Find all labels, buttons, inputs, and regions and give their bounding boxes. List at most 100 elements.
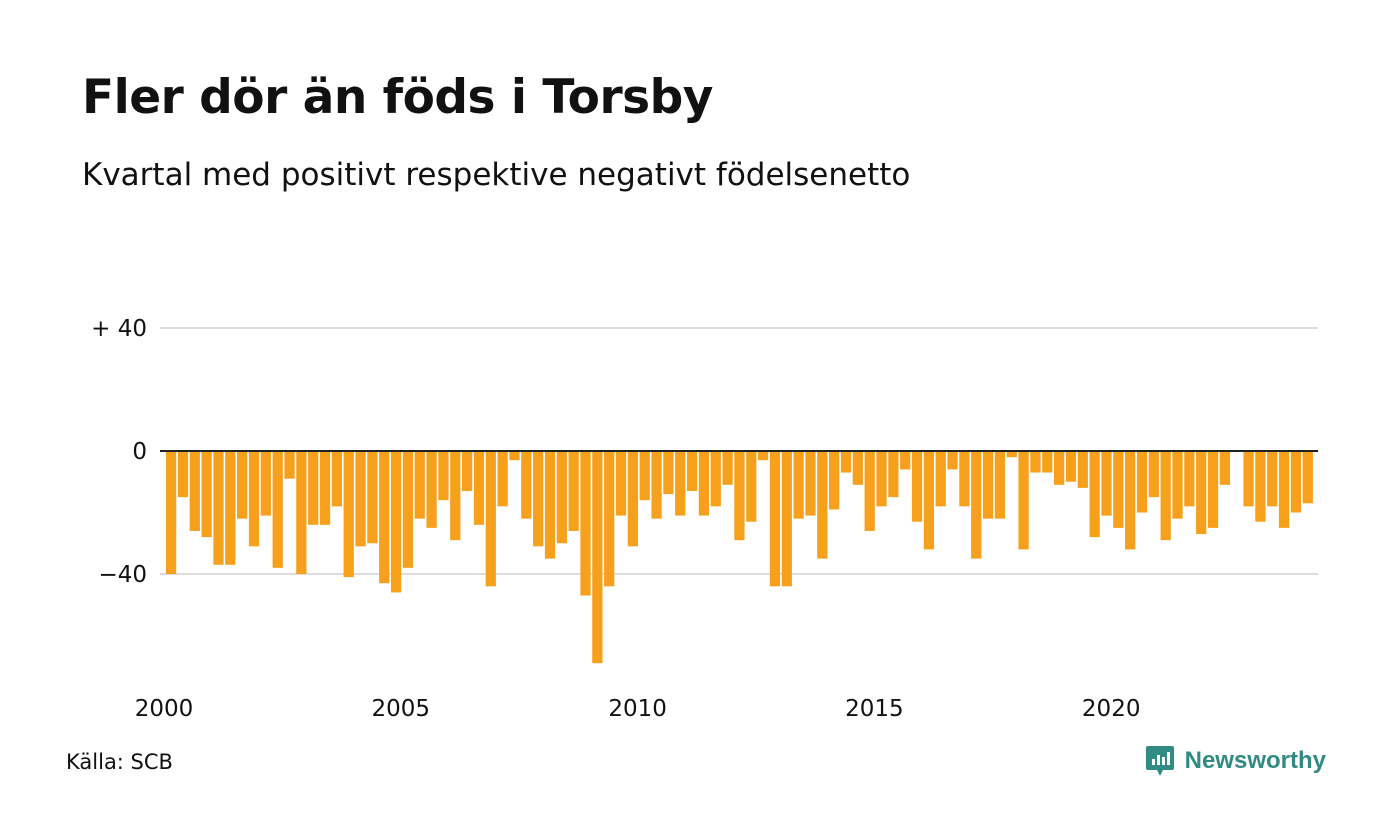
bar	[1065, 451, 1077, 482]
bar	[225, 451, 236, 565]
x-tick-label: 2015	[845, 696, 904, 722]
bar	[982, 451, 994, 519]
bar	[888, 451, 899, 498]
bar	[1278, 451, 1290, 528]
bar	[923, 451, 934, 550]
bar	[1030, 451, 1041, 473]
bar	[1113, 451, 1124, 528]
x-axis-ticks: 2000 2005 2010 2015 2020	[135, 696, 1141, 722]
bar	[1196, 451, 1207, 535]
bar	[592, 451, 603, 664]
bar	[355, 451, 366, 547]
bar	[1243, 451, 1254, 507]
bar	[947, 451, 958, 470]
chart-title: Fler dör än föds i Torsby	[82, 70, 713, 125]
bar	[971, 451, 982, 559]
newsworthy-logo-icon	[1145, 746, 1174, 776]
bar	[248, 451, 260, 547]
bar	[166, 451, 177, 574]
bar	[1042, 451, 1053, 473]
bar	[426, 451, 437, 528]
bar	[509, 451, 520, 461]
bar	[533, 451, 544, 547]
bar	[568, 451, 579, 531]
bar	[852, 451, 863, 485]
bar	[402, 451, 414, 568]
bar	[462, 451, 473, 491]
bar	[864, 451, 875, 531]
bar	[710, 451, 721, 507]
bar	[1136, 451, 1148, 513]
bar	[331, 451, 342, 507]
bar	[1160, 451, 1171, 541]
bar	[639, 451, 650, 501]
bar	[817, 451, 828, 559]
bar	[1302, 451, 1313, 504]
bar	[284, 451, 295, 479]
y-tick-label: −40	[98, 562, 147, 588]
bar	[840, 451, 852, 473]
bar	[497, 451, 508, 507]
y-tick-label: + 40	[91, 316, 147, 342]
bar	[793, 451, 804, 519]
bar	[911, 451, 923, 522]
brand-logo: Newsworthy	[1145, 744, 1326, 778]
bar	[1219, 451, 1230, 485]
bar	[189, 451, 200, 531]
bar	[1172, 451, 1183, 519]
bar	[651, 451, 662, 519]
bar	[758, 451, 769, 461]
bar	[994, 451, 1006, 519]
bar	[379, 451, 390, 584]
bar	[556, 451, 567, 544]
bar	[1267, 451, 1278, 507]
bar	[675, 451, 686, 516]
bar	[272, 451, 283, 568]
bar	[296, 451, 307, 574]
bar	[1184, 451, 1195, 507]
x-tick-label: 2005	[372, 696, 431, 722]
bar	[201, 451, 212, 538]
bar	[935, 451, 946, 507]
x-tick-label: 2010	[608, 696, 667, 722]
bar	[390, 451, 402, 593]
bar	[805, 451, 816, 516]
bar	[580, 451, 591, 596]
bar	[663, 451, 674, 495]
x-tick-label: 2000	[135, 696, 194, 722]
bar	[343, 451, 354, 578]
bar	[781, 451, 792, 587]
y-axis-ticks: + 40 0 −40	[91, 316, 147, 588]
bar	[1006, 451, 1017, 458]
bars	[166, 451, 1313, 664]
bar	[698, 451, 710, 516]
bar	[1089, 451, 1100, 538]
bar	[769, 451, 781, 587]
bar	[438, 451, 449, 501]
bar	[319, 451, 331, 525]
bar	[1207, 451, 1219, 528]
brand-name: Newsworthy	[1184, 747, 1326, 774]
bar	[959, 451, 970, 507]
x-tick-label: 2020	[1082, 696, 1141, 722]
bar	[829, 451, 840, 510]
bar	[177, 451, 189, 498]
bar	[1255, 451, 1266, 522]
bar	[1077, 451, 1088, 488]
bar	[1018, 451, 1029, 550]
bar	[237, 451, 248, 519]
bar	[1125, 451, 1136, 550]
bar	[615, 451, 627, 516]
bar	[1290, 451, 1302, 513]
bar	[308, 451, 319, 525]
bar	[367, 451, 378, 544]
bar	[1148, 451, 1159, 498]
bar	[876, 451, 887, 507]
bar	[604, 451, 615, 587]
bar	[746, 451, 757, 522]
bar	[450, 451, 461, 541]
bar	[414, 451, 425, 519]
bar	[544, 451, 556, 559]
bar	[473, 451, 485, 525]
y-tick-label: 0	[132, 439, 147, 465]
